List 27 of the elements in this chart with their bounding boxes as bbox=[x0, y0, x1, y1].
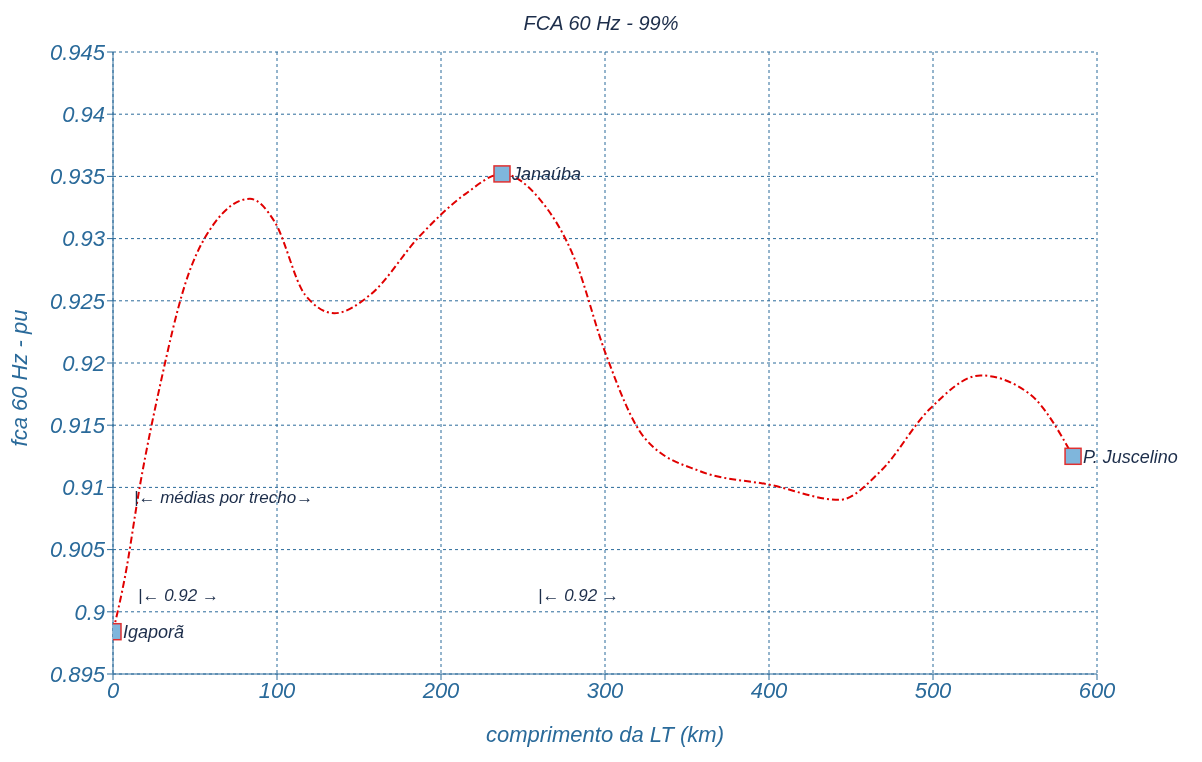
annotation: |← 0.92 → bbox=[538, 586, 619, 606]
y-tick-label: 0.92 bbox=[62, 350, 105, 376]
x-tick-label: 400 bbox=[750, 677, 789, 703]
y-tick-label: 0.895 bbox=[49, 661, 106, 687]
annotation: Janaúba bbox=[511, 164, 582, 185]
annotation: Igaporã bbox=[123, 622, 185, 643]
y-tick-label: 0.93 bbox=[62, 226, 106, 252]
y-tick-label: 0.935 bbox=[49, 164, 106, 190]
x-tick-label: 200 bbox=[421, 677, 461, 703]
y-tick-label: 0.94 bbox=[62, 102, 105, 128]
x-tick-label: 300 bbox=[586, 677, 625, 703]
y-tick-label: 0.905 bbox=[49, 537, 106, 563]
x-tick-label: 0 bbox=[106, 677, 120, 703]
annotation: P. Juscelino bbox=[1083, 446, 1178, 467]
y-tick-label: 0.9 bbox=[74, 599, 105, 625]
y-tick-label: 0.925 bbox=[49, 288, 106, 314]
x-tick-label: 600 bbox=[1078, 677, 1117, 703]
x-axis-title: comprimento da LT (km) bbox=[485, 722, 725, 748]
y-tick-label: 0.91 bbox=[62, 475, 105, 501]
chart-title: FCA 60 Hz - 99% bbox=[522, 12, 680, 35]
annotation: |← 0.92 → bbox=[138, 586, 219, 606]
annotation: |← médias por trecho→ bbox=[134, 488, 314, 508]
x-tick-label: 100 bbox=[258, 677, 297, 703]
y-axis-title: fca 60 Hz - pu bbox=[7, 309, 33, 447]
x-tick-label: 500 bbox=[914, 677, 953, 703]
y-tick-label: 0.915 bbox=[49, 413, 106, 439]
y-tick-label: 0.945 bbox=[49, 39, 106, 65]
